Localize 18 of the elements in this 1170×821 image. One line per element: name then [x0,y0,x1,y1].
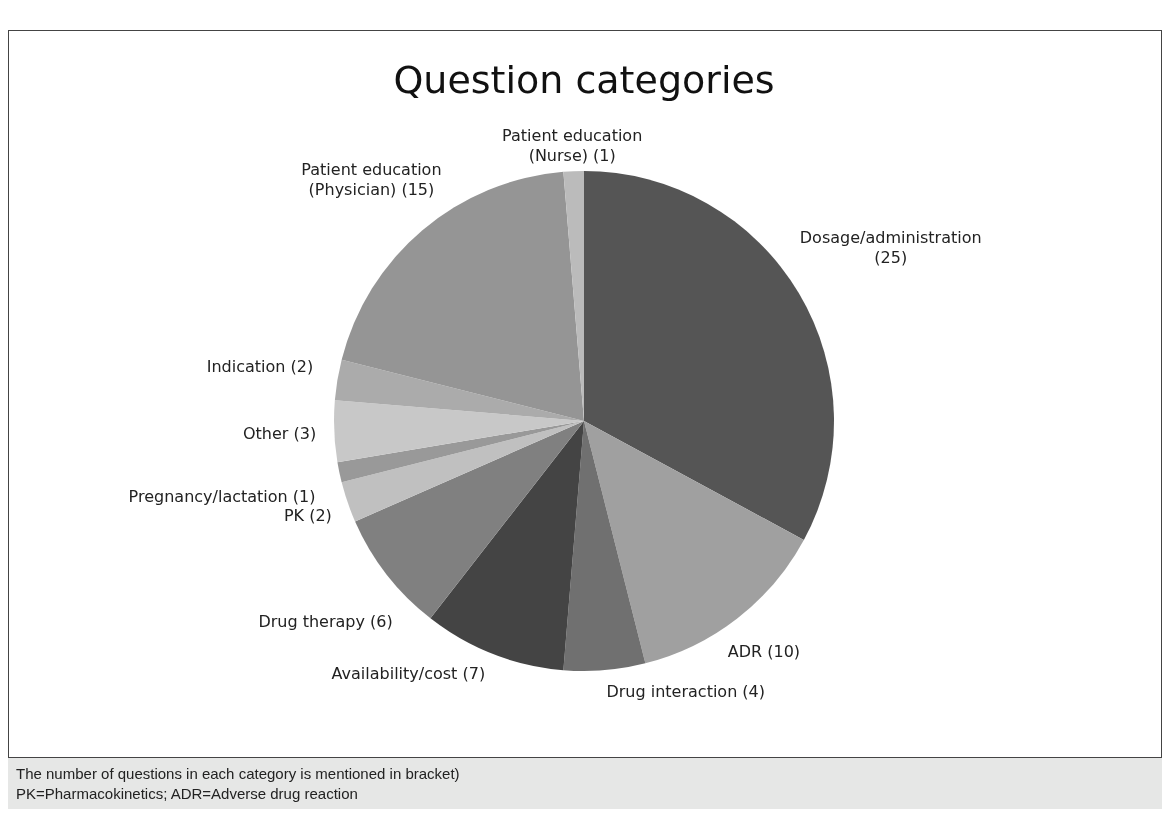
slice-label: Patient education (Physician) (15) [301,160,442,200]
slice-label: Other (3) [242,423,317,443]
slice-label: Pregnancy/lactation (1) [128,486,316,506]
pie-slice [334,359,584,421]
slice-label: Indication (2) [206,356,314,376]
data-label: (25) [874,248,908,268]
chart-title: Question categories [393,58,775,102]
slice-label: Drug therapy (6) [258,612,393,632]
slice-label: Availability/cost (7) [331,664,486,684]
text: The number of questions in each category is mentioned in bracket) [16,764,461,784]
text: PK=Pharmacokinetics; ADR=Adverse drug reaction [16,783,359,803]
pie-slice [584,421,804,664]
slice-label: Drug interaction (4) [606,682,766,702]
pie-slice [563,421,646,671]
slice-label: Patient education (Nurse) (1) [502,125,643,165]
slice-label: ADR (10) [727,642,801,662]
slice-label: Dosage/administration [799,228,982,248]
slice-label: PK (2) [283,505,332,525]
